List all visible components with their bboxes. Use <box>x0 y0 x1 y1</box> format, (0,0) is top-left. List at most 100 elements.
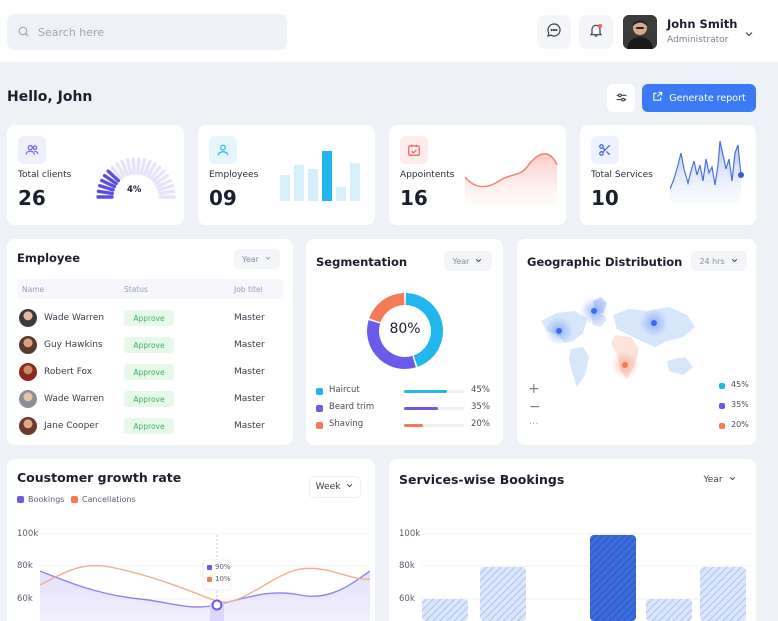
geographic-range-dropdown[interactable]: 24 hrs <box>691 251 747 271</box>
segment-row: Haircut 45% <box>316 385 496 399</box>
services-line-sparkline <box>670 140 744 203</box>
segmentation-card: Segmentation Year 80% Haircut 45% Beard … <box>306 239 503 445</box>
stat-value: 09 <box>209 186 237 210</box>
search-input[interactable] <box>38 25 258 39</box>
status-badge: Approve <box>124 391 174 407</box>
employee-job: Master <box>234 421 265 431</box>
gauge-tick <box>157 184 175 192</box>
growth-line-chart <box>40 533 370 621</box>
column-header-job: Job titel <box>234 285 263 294</box>
legend-item-bookings: Bookings <box>17 495 64 504</box>
stat-card-total-services: Total Services 10 <box>580 125 756 225</box>
donut-slice-beard-trim <box>367 320 416 369</box>
employee-job: Master <box>234 367 265 377</box>
stat-label: Total clients <box>18 170 72 180</box>
y-tick: 80k <box>399 561 415 571</box>
tooltip-bookings: 90% <box>207 563 231 571</box>
tooltip-color <box>207 564 212 570</box>
table-header: Name Status Job titel <box>17 279 283 299</box>
legend-label: 35% <box>731 400 749 409</box>
notifications-button[interactable] <box>579 15 613 49</box>
legend-color <box>71 496 78 503</box>
segment-color <box>316 422 323 429</box>
segmentation-year-dropdown[interactable]: Year <box>444 251 492 271</box>
bell-icon <box>588 22 604 42</box>
employee-name: Wade Warren <box>44 394 105 404</box>
user-avatar[interactable] <box>623 15 657 49</box>
status-badge: Approve <box>124 364 174 380</box>
services-bookings-card: Services-wise Bookings Year 100k 80k 60k <box>389 459 756 621</box>
chevron-down-icon <box>345 481 354 493</box>
world-map <box>541 297 695 387</box>
gauge-tick <box>120 159 129 177</box>
table-row[interactable]: Jane Cooper Approve Master <box>7 413 300 440</box>
dropdown-value: Year <box>452 256 470 266</box>
geo-legend-item: 45% <box>719 379 755 393</box>
gauge-chart <box>96 157 176 199</box>
search-icon <box>17 23 30 42</box>
donut-slice-shaving <box>369 293 405 323</box>
geo-legend-item: 20% <box>719 419 755 433</box>
gauge-tick <box>139 158 147 176</box>
zoom-in-button[interactable]: + <box>528 381 540 397</box>
y-tick: 60k <box>399 594 415 604</box>
y-tick: 100k <box>17 529 39 539</box>
growth-week-dropdown[interactable]: Week <box>309 476 361 498</box>
user-icon <box>209 136 237 164</box>
employee-year-dropdown[interactable]: Year <box>234 249 280 269</box>
employee-name: Jane Cooper <box>44 421 99 431</box>
segment-track <box>404 407 464 410</box>
appointments-line-sparkline <box>465 153 558 205</box>
table-row[interactable]: Robert Fox Approve Master <box>7 359 300 386</box>
y-tick: 60k <box>17 594 33 604</box>
legend-color <box>719 383 725 389</box>
segment-bar <box>404 407 438 410</box>
table-row[interactable]: Guy Hawkins Approve Master <box>7 332 300 359</box>
page-title: Hello, John <box>7 89 93 105</box>
gauge-tick <box>125 158 133 176</box>
more-options-button[interactable]: ··· <box>529 419 539 430</box>
gauge-tick <box>115 162 126 178</box>
gauge-tick <box>151 169 166 183</box>
employee-card-title: Employee <box>17 251 81 265</box>
segment-name: Beard trim <box>329 402 375 412</box>
donut-center-label: 80% <box>389 321 421 337</box>
dropdown-value: Week <box>315 482 341 492</box>
legend-item-cancellations: Cancellations <box>71 495 136 504</box>
avatar <box>19 336 37 354</box>
generate-report-button[interactable]: Generate report <box>642 84 756 112</box>
segment-percent: 45% <box>471 385 490 395</box>
sliders-icon <box>615 89 628 108</box>
top-bar: John Smith Administrator <box>0 0 778 62</box>
stat-label: Total Services <box>591 170 653 180</box>
geo-legend-item: 35% <box>719 399 755 413</box>
tooltip-color <box>207 576 212 582</box>
services-year-dropdown[interactable]: Year <box>696 470 744 490</box>
chevron-down-icon <box>728 474 737 486</box>
filter-button[interactable] <box>607 84 635 112</box>
gauge-percent: 4% <box>127 185 142 195</box>
stat-value: 26 <box>18 186 46 210</box>
segmentation-donut <box>367 293 443 369</box>
growth-title: Coustomer growth rate <box>17 470 182 485</box>
legend-label: Bookings <box>28 495 65 504</box>
geographic-card: Geographic Distribution 24 hrs + − ··· 4… <box>517 239 756 445</box>
avatar <box>19 417 37 435</box>
segment-name: Shaving <box>329 419 364 429</box>
messages-button[interactable] <box>537 15 571 49</box>
tooltip-cancellations: 10% <box>207 575 231 583</box>
status-badge: Approve <box>124 418 174 434</box>
zoom-out-button[interactable]: − <box>529 399 541 415</box>
legend-color <box>17 496 24 503</box>
chevron-down-icon[interactable] <box>743 25 755 44</box>
users-icon <box>18 136 46 164</box>
stat-label: Employees <box>209 170 259 180</box>
table-row[interactable]: Wade Warren Approve Master <box>7 386 300 413</box>
employee-job: Master <box>234 313 265 323</box>
table-row[interactable]: Wade Warren Approve Master <box>7 305 300 332</box>
stat-label: Appointents <box>400 170 455 180</box>
legend-label: 45% <box>731 380 749 389</box>
growth-card: Coustomer growth rate Bookings Cancellat… <box>7 459 375 621</box>
search-box[interactable] <box>7 14 287 50</box>
services-bar-chart <box>422 533 752 621</box>
